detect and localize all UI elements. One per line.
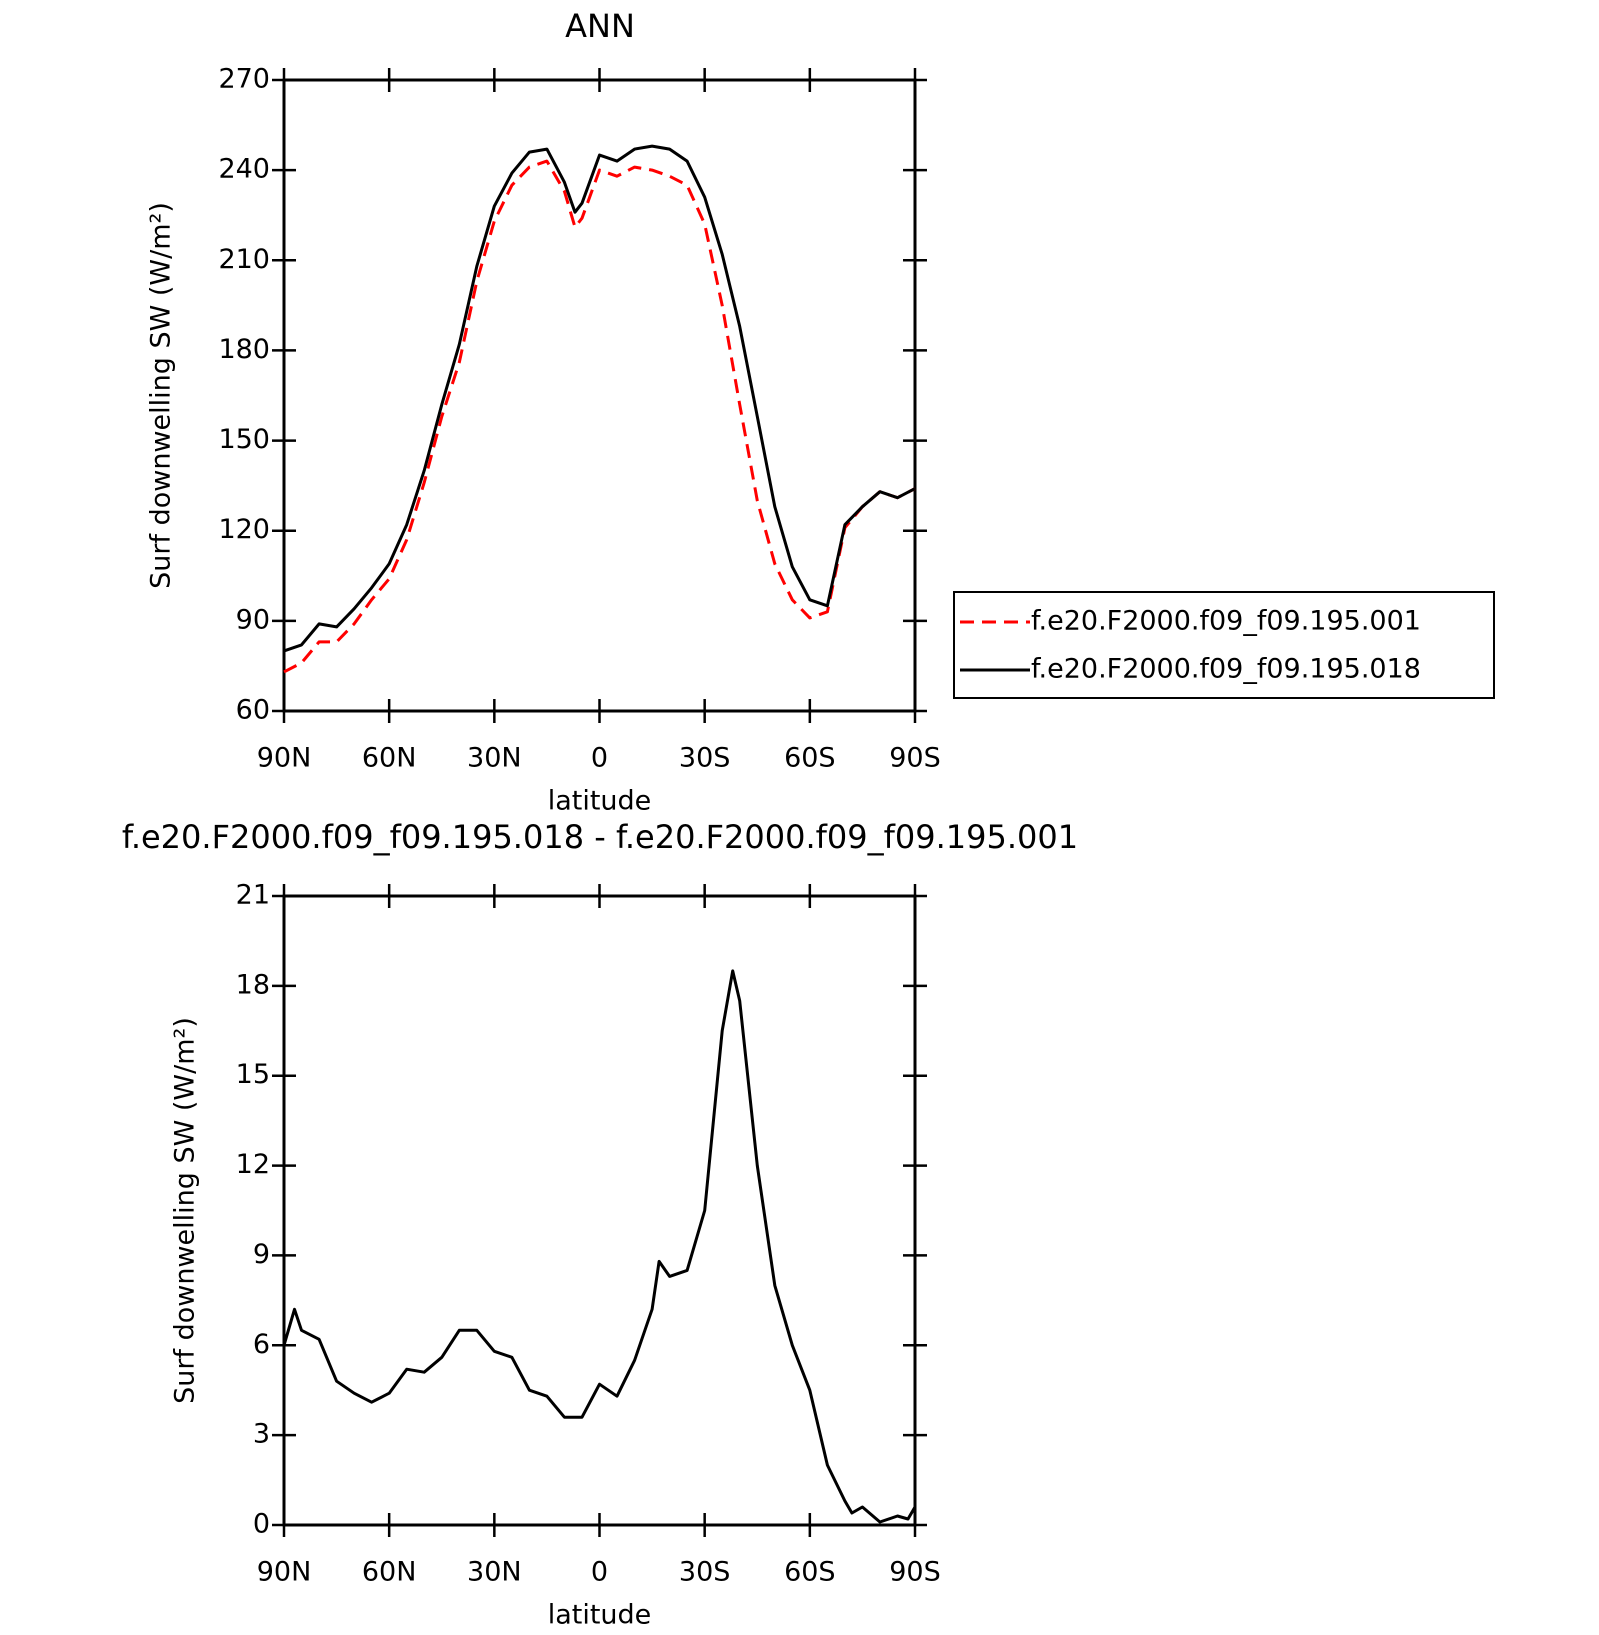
y-tick-label: 18 [236,969,270,1000]
x-tick-label: 60S [784,743,836,774]
y-tick-label: 210 [218,244,270,275]
y-tick-label: 9 [253,1239,270,1270]
y-tick-label: 15 [236,1059,270,1090]
y-tick-label: 270 [218,64,270,95]
legend-label: f.e20.F2000.f09_f09.195.001 [1031,606,1421,637]
x-tick-label: 30N [467,743,522,774]
plot-frame [282,78,917,713]
plot-frame [282,894,917,1527]
y-tick-label: 21 [236,880,270,911]
chart-title: ANN [565,7,635,45]
y-axis-label: Surf downwelling SW (W/m²) [170,1017,201,1404]
y-tick-label: 60 [236,695,270,726]
x-tick-label: 90S [889,743,941,774]
x-tick-label: 30N [467,1557,522,1588]
x-tick-label: 90S [889,1557,941,1588]
data-line [282,969,917,1524]
y-tick-label: 180 [218,334,270,365]
x-tick-label: 0 [591,743,608,774]
x-tick-label: 90N [257,743,312,774]
data-line [283,159,916,674]
x-axis-label: latitude [548,786,652,817]
x-tick-label: 60N [362,1557,417,1588]
x-tick-label: 0 [591,1557,608,1588]
x-tick-label: 30S [679,1557,731,1588]
y-tick-label: 240 [218,154,270,185]
chart-title: f.e20.F2000.f09_f09.195.018 - f.e20.F200… [122,818,1078,856]
data-line [283,144,916,653]
y-tick-label: 0 [253,1509,270,1540]
y-tick-label: 150 [218,424,270,455]
y-tick-label: 90 [236,604,270,635]
x-tick-label: 90N [257,1557,312,1588]
y-axis-label: Surf downwelling SW (W/m²) [146,202,177,589]
y-tick-label: 3 [253,1419,270,1450]
x-tick-label: 60S [784,1557,836,1588]
y-tick-label: 6 [253,1329,270,1360]
legend-box [953,591,1495,699]
x-tick-label: 30S [679,743,731,774]
y-tick-label: 12 [236,1149,270,1180]
legend-label: f.e20.F2000.f09_f09.195.018 [1031,654,1421,685]
x-tick-label: 60N [362,743,417,774]
x-axis-label: latitude [548,1600,652,1631]
y-tick-label: 120 [218,514,270,545]
